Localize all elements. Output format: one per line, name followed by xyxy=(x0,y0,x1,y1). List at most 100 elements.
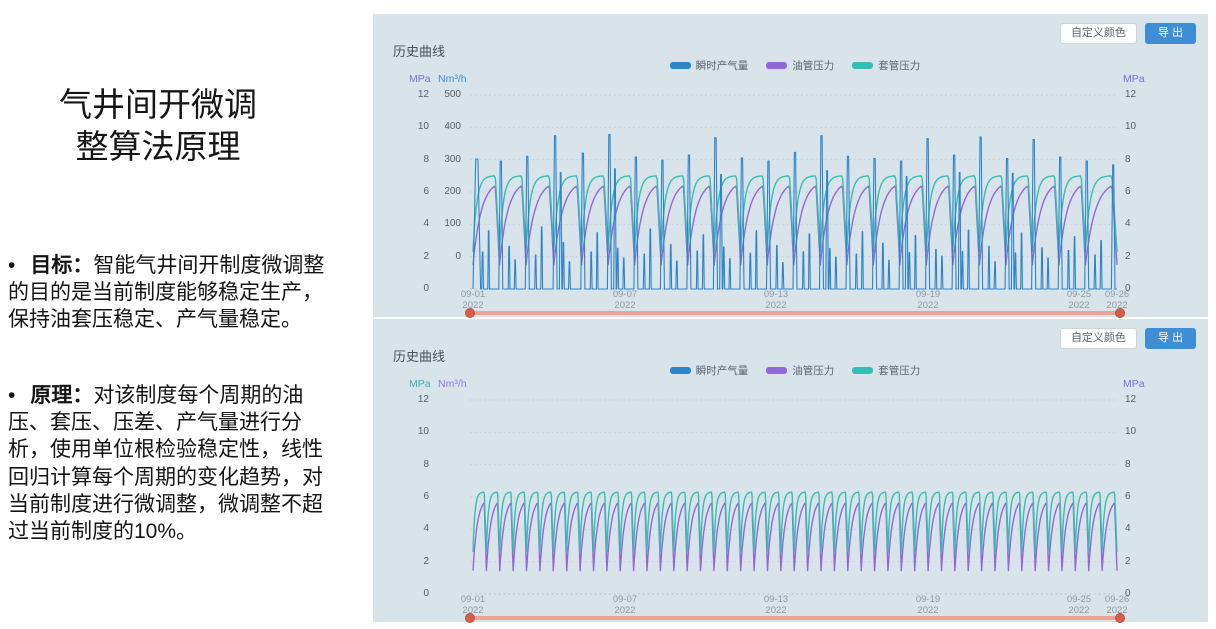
export-button[interactable]: 导 出 xyxy=(1144,328,1196,349)
x-axis-tick-label: 09-07 2022 xyxy=(612,594,638,616)
y-axis-tick: 8 xyxy=(1125,154,1131,165)
y-axis-tick: 0 xyxy=(1125,588,1131,599)
y-axis-tick: 400 xyxy=(444,121,461,132)
slider-track[interactable] xyxy=(469,311,1121,315)
y-axis-tick: 100 xyxy=(444,218,461,229)
bullet-goal-text: 智能气井间开制度微调整的目的是当前制度能够稳定生产，保持油套压稳定、产气量稳定。 xyxy=(8,253,325,332)
charts-area: 自定义颜色 导 出 历史曲线 瞬时产气量 油管压力 套管压力 MPa Nm³/h M… xyxy=(373,14,1208,624)
unit-label-left-flow: Nm³/h xyxy=(438,73,467,85)
chart-plot xyxy=(470,94,1118,290)
legend-swatch-icon xyxy=(669,62,691,69)
bullet-goal-label: 目标： xyxy=(30,253,94,277)
legend-swatch-icon xyxy=(669,367,691,374)
y-axis-tick: 12 xyxy=(1125,89,1137,100)
unit-label-left-pressure: MPa xyxy=(409,73,431,85)
x-axis-tick-label: 09-13 2022 xyxy=(763,594,789,616)
x-axis-labels: 09-01 2022 09-07 2022 09-13 2022 09-19 2022 09-2… xyxy=(373,289,1208,312)
time-range-slider[interactable] xyxy=(465,612,1125,624)
legend-label: 油管压力 xyxy=(792,365,835,377)
series-line-套管压力 xyxy=(472,491,1118,553)
y-axis-tick: 4 xyxy=(1125,218,1131,229)
y-axis-tick: 6 xyxy=(1125,491,1131,502)
y-axis-tick: 2 xyxy=(1125,556,1131,567)
y-axis-tick: 8 xyxy=(1125,459,1131,470)
slide-title-line1: 气井间开微调 xyxy=(59,88,257,124)
legend-item[interactable]: 套管压力 xyxy=(852,363,920,378)
bullet-goal: • 目标：智能气井间开制度微调整的目的是当前制度能够稳定生产，保持油套压稳定、产气… xyxy=(0,252,373,334)
y-axis-tick: 300 xyxy=(444,154,461,165)
y-axis-tick: 10 xyxy=(1125,426,1137,437)
legend-item[interactable]: 套管压力 xyxy=(852,58,920,73)
bullet-principle: • 原理：对该制度每个周期的油压、套压、压差、产气量进行分析，使用单位根检验稳定性… xyxy=(0,382,373,546)
unit-label-right-pressure: MPa xyxy=(1123,73,1145,85)
unit-label-left-pressure: MPa xyxy=(409,378,431,390)
slider-track[interactable] xyxy=(469,616,1121,620)
x-axis-tick-label: 09-01 2022 xyxy=(460,289,486,311)
custom-color-button[interactable]: 自定义颜色 xyxy=(1059,328,1137,349)
y-axis-tick: 12 xyxy=(417,89,429,100)
legend-label: 瞬时产气量 xyxy=(695,60,749,72)
y-axis-tick: 10 xyxy=(417,426,429,437)
x-axis-tick-label: 09-19 2022 xyxy=(915,594,941,616)
legend-label: 套管压力 xyxy=(878,60,921,72)
chart-plot xyxy=(470,399,1118,595)
slider-handle-left[interactable] xyxy=(465,308,475,318)
y-axis-tick: 10 xyxy=(417,121,429,132)
y-axis-tick: 8 xyxy=(423,459,429,470)
bullet-principle-label: 原理： xyxy=(30,383,94,407)
bullet-principle-text: 对该制度每个周期的油压、套压、压差、产气量进行分析，使用单位根检验稳定性，线性回… xyxy=(8,383,323,544)
slider-handle-right[interactable] xyxy=(1115,613,1125,623)
legend-label: 瞬时产气量 xyxy=(695,365,749,377)
slide-text-column: 气井间开微调 整算法原理 • 目标：智能气井间开制度微调整的目的是当前制度能够稳定生… xyxy=(0,0,373,629)
x-axis-tick-label: 09-25 2022 xyxy=(1066,289,1092,311)
x-axis-tick-label: 09-19 2022 xyxy=(915,289,941,311)
time-range-slider[interactable] xyxy=(465,307,1125,319)
export-button[interactable]: 导 出 xyxy=(1144,23,1196,44)
custom-color-button[interactable]: 自定义颜色 xyxy=(1059,23,1137,44)
y-axis-tick: 4 xyxy=(423,523,429,534)
chart-legend: 瞬时产气量 油管压力 套管压力 xyxy=(467,58,1123,73)
x-axis-labels: 09-01 2022 09-07 2022 09-13 2022 09-19 2022 09-2… xyxy=(373,594,1208,617)
y-axis-tick: 2 xyxy=(1125,251,1131,262)
slide-title-line2: 整算法原理 xyxy=(75,129,241,166)
series-line-套管压力 xyxy=(472,175,1118,253)
legend-item[interactable]: 油管压力 xyxy=(766,58,834,73)
x-axis-tick-label: 09-26 2022 xyxy=(1104,289,1130,311)
chart-legend: 瞬时产气量 油管压力 套管压力 xyxy=(467,363,1123,378)
series-line-油管压力 xyxy=(472,502,1118,572)
y-axis-tick: 6 xyxy=(423,491,429,502)
y-axis-tick: 6 xyxy=(1125,186,1131,197)
y-axis-tick: 6 xyxy=(423,186,429,197)
legend-label: 油管压力 xyxy=(792,60,835,72)
y-axis-tick: 0 xyxy=(423,588,429,599)
y-axis-tick: 2 xyxy=(423,556,429,567)
y-axis-tick: 4 xyxy=(1125,523,1131,534)
x-axis-tick-label: 09-07 2022 xyxy=(612,289,638,311)
legend-swatch-icon xyxy=(766,367,788,374)
x-axis-tick-label: 09-25 2022 xyxy=(1066,594,1092,616)
legend-label: 套管压力 xyxy=(878,365,921,377)
legend-swatch-icon xyxy=(852,367,874,374)
panel-toolbar: 自定义颜色 导 出 xyxy=(1059,23,1196,44)
slider-handle-right[interactable] xyxy=(1115,308,1125,318)
y-axis-tick: 8 xyxy=(423,154,429,165)
slider-handle-left[interactable] xyxy=(465,613,475,623)
y-axis-tick: 0 xyxy=(455,251,461,262)
legend-swatch-icon xyxy=(766,62,788,69)
y-axis-tick: 0 xyxy=(423,283,429,294)
y-axis-tick: 0 xyxy=(1125,283,1131,294)
y-axis-tick: 4 xyxy=(423,218,429,229)
legend-swatch-icon xyxy=(852,62,874,69)
y-axis-tick: 500 xyxy=(444,89,461,100)
y-axis-tick: 12 xyxy=(1125,394,1137,405)
unit-label-left-flow: Nm³/h xyxy=(438,378,467,390)
slide-title: 气井间开微调 整算法原理 xyxy=(14,86,302,170)
x-axis-tick-label: 09-13 2022 xyxy=(763,289,789,311)
legend-item[interactable]: 瞬时产气量 xyxy=(669,363,749,378)
series-line-瞬时产气量 xyxy=(472,134,1117,290)
legend-item[interactable]: 油管压力 xyxy=(766,363,834,378)
y-axis-tick: 10 xyxy=(1125,121,1137,132)
legend-item[interactable]: 瞬时产气量 xyxy=(669,58,749,73)
bullet-marker: • xyxy=(8,253,16,277)
